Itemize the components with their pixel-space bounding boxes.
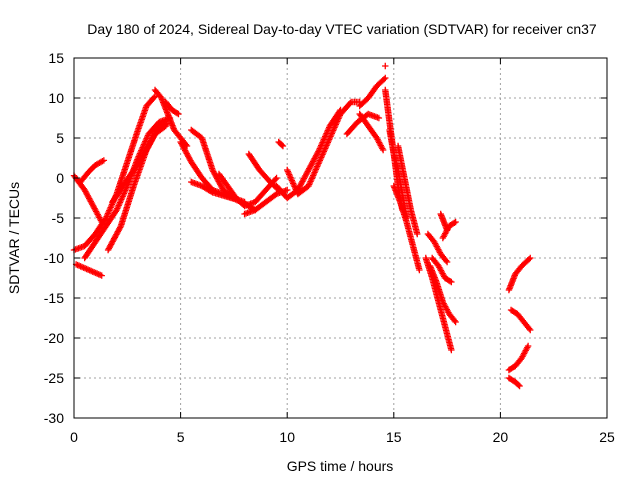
- series-arc-t: [356, 110, 387, 154]
- data-points: [70, 62, 534, 390]
- data-point: [336, 108, 343, 115]
- series-arc-ag: [507, 306, 534, 334]
- series-arc-c: [70, 172, 105, 226]
- series-arc-o: [275, 138, 287, 150]
- y-tick-label: 5: [56, 130, 64, 146]
- series-arc-b: [81, 114, 174, 262]
- data-point: [442, 257, 450, 264]
- data-point: [525, 325, 533, 332]
- data-point: [452, 218, 459, 226]
- data-point: [284, 186, 291, 194]
- x-tick-label: 15: [386, 429, 402, 445]
- series-arc-e: [104, 120, 172, 254]
- y-tick-labels: 15 10 5 0 -5 -10 -15 -20 -25 -30: [44, 50, 64, 426]
- data-point: [524, 342, 532, 350]
- y-tick-label: -5: [52, 210, 65, 226]
- data-point: [375, 114, 383, 122]
- series-arc-x: [394, 142, 421, 238]
- series-arc-ab: [428, 254, 455, 286]
- y-tick-label: -15: [44, 290, 64, 306]
- series-arc-q: [273, 106, 344, 202]
- x-axis-label: GPS time / hours: [287, 458, 394, 474]
- data-point: [379, 146, 387, 154]
- series-arc-g: [151, 86, 191, 150]
- x-tick-label: 10: [279, 429, 295, 445]
- data-point: [315, 148, 322, 155]
- data-point: [448, 278, 455, 286]
- y-tick-label: 10: [48, 90, 64, 106]
- data-point: [443, 226, 451, 234]
- data-point: [515, 381, 522, 389]
- y-tick-label: 0: [56, 170, 64, 186]
- series-arc-y: [382, 62, 389, 70]
- data-point: [272, 176, 279, 183]
- data-point: [98, 218, 105, 226]
- data-point: [337, 106, 344, 114]
- tick-marks: [73, 57, 608, 419]
- data-point: [99, 158, 106, 165]
- data-point: [175, 110, 182, 118]
- data-point: [173, 110, 181, 117]
- series-arc-af: [505, 254, 534, 294]
- data-point: [416, 266, 423, 274]
- y-tick-label: -25: [44, 370, 64, 386]
- chart-title: Day 180 of 2024, Sidereal Day-to-day VTE…: [87, 21, 597, 37]
- series-isolated: [72, 261, 105, 279]
- data-point: [452, 318, 459, 326]
- data-point: [446, 278, 454, 285]
- y-tick-label: -20: [44, 330, 64, 346]
- series-arc-aa: [426, 262, 459, 326]
- data-point: [527, 326, 534, 334]
- series-arc-ah: [505, 342, 532, 374]
- x-tick-label: 5: [177, 429, 185, 445]
- data-point: [100, 157, 108, 164]
- data-point: [414, 230, 421, 238]
- data-point: [382, 74, 389, 82]
- series-arc-f: [109, 122, 169, 206]
- data-point: [525, 255, 533, 263]
- series-arc-m: [241, 186, 291, 218]
- x-tick-label: 0: [70, 429, 78, 445]
- data-point: [382, 62, 389, 70]
- series-arc-w: [390, 182, 423, 274]
- series-arc-ae: [437, 210, 451, 234]
- data-point: [279, 142, 287, 150]
- y-axis-label: SDTVAR / TECUs: [6, 182, 22, 294]
- y-tick-label: 15: [48, 50, 64, 66]
- x-tick-label: 20: [493, 429, 509, 445]
- data-point: [162, 122, 169, 130]
- x-tick-label: 25: [599, 429, 615, 445]
- data-point: [273, 174, 280, 182]
- data-point: [516, 382, 523, 390]
- y-tick-label: -30: [44, 410, 64, 426]
- data-point: [527, 254, 534, 262]
- series-arc-z: [422, 254, 455, 354]
- grid-lines: [74, 58, 607, 418]
- x-tick-labels: 0 5 10 15 20 25: [70, 429, 615, 445]
- series-arc-p: [284, 98, 363, 198]
- data-point: [208, 188, 215, 195]
- series-arc-v: [386, 126, 410, 222]
- data-point: [451, 317, 458, 324]
- series-arc-ai: [505, 374, 523, 390]
- plot-frame: [73, 57, 608, 419]
- data-point: [380, 75, 388, 83]
- series-arc-h: [162, 98, 182, 118]
- series-arc-d: [77, 157, 108, 186]
- series-arc-a: [70, 93, 159, 254]
- series-arc-s: [356, 74, 389, 110]
- data-point: [451, 219, 458, 226]
- data-point: [443, 258, 451, 266]
- y-tick-label: -10: [44, 250, 64, 266]
- data-point: [448, 346, 455, 354]
- data-point: [116, 224, 124, 231]
- series-arc-ac: [424, 230, 451, 266]
- data-point: [161, 123, 168, 131]
- data-point: [150, 94, 158, 101]
- data-point: [278, 141, 286, 149]
